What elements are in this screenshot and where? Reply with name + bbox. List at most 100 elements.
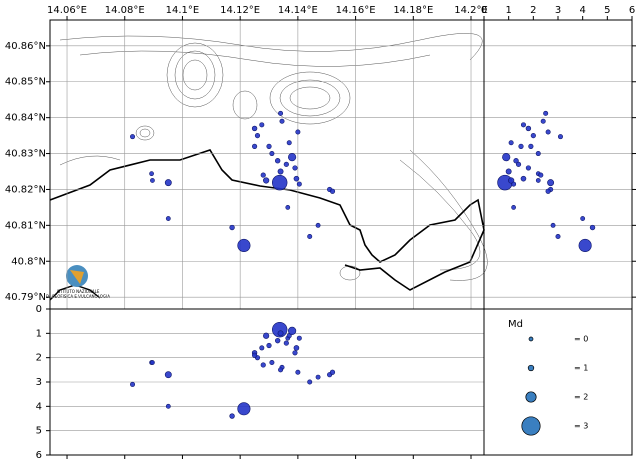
x-tick-label: 14.06°E bbox=[47, 5, 87, 16]
event-lon-depth bbox=[283, 340, 289, 346]
event-depth-lat bbox=[578, 238, 592, 252]
event-map bbox=[130, 134, 136, 140]
event-lon-depth bbox=[130, 381, 136, 387]
legend-marker bbox=[527, 364, 535, 372]
event-depth-lat bbox=[520, 122, 526, 128]
event-depth-lat bbox=[502, 153, 511, 162]
depth-tick-label: 1 bbox=[505, 5, 511, 16]
event-lon-depth bbox=[329, 369, 336, 375]
logo-text: ISTITUTO NAZIONALE bbox=[57, 289, 100, 294]
depth-tick-label: 5 bbox=[36, 426, 42, 437]
depth-tick-label: 2 bbox=[530, 5, 536, 16]
legend-marker bbox=[528, 336, 534, 342]
legend-frame bbox=[483, 308, 633, 456]
event-map bbox=[266, 143, 272, 149]
event-depth-lat bbox=[535, 151, 541, 157]
event-map bbox=[237, 238, 251, 252]
event-lon-depth bbox=[237, 402, 251, 416]
event-map bbox=[165, 216, 171, 221]
x-tick-label: 14.08°E bbox=[105, 5, 145, 16]
legend-marker bbox=[521, 416, 541, 436]
depth-tick-label: 0 bbox=[481, 5, 487, 16]
event-map bbox=[279, 118, 285, 124]
depth-tick-label: 4 bbox=[579, 5, 585, 16]
y-tick-label: 40.81°N bbox=[5, 220, 46, 231]
x-tick-label: 14.12°E bbox=[220, 5, 260, 16]
depth-tick-label: 6 bbox=[36, 450, 42, 461]
event-map bbox=[229, 224, 235, 231]
event-depth-lat bbox=[513, 158, 519, 164]
event-depth-lat bbox=[525, 125, 532, 132]
y-tick-label: 40.86°N bbox=[5, 41, 46, 52]
event-depth-lat bbox=[518, 143, 524, 149]
legend-label: = 2 bbox=[574, 393, 588, 402]
event-lon-depth bbox=[252, 352, 258, 358]
event-map bbox=[286, 140, 292, 146]
event-map bbox=[288, 153, 297, 162]
depth-tick-label: 1 bbox=[36, 328, 42, 339]
event-map bbox=[164, 179, 172, 187]
event-depth-lat bbox=[515, 161, 522, 167]
event-map bbox=[271, 174, 288, 191]
event-lon-depth bbox=[278, 367, 284, 373]
legend-label: = 0 bbox=[574, 335, 588, 344]
event-map bbox=[263, 177, 270, 184]
event-map bbox=[254, 133, 261, 139]
event-lon-depth bbox=[274, 337, 281, 344]
logo: ISTITUTO NAZIONALE DI GEOFISICA E VULCAN… bbox=[46, 265, 110, 299]
event-depth-lat bbox=[528, 143, 534, 149]
event-map bbox=[150, 178, 155, 183]
x-tick-label: 14.18°E bbox=[393, 5, 433, 16]
event-depth-lat bbox=[557, 134, 563, 140]
event-depth-lat bbox=[530, 133, 536, 139]
depth-tick-label: 5 bbox=[604, 5, 610, 16]
event-lon-depth bbox=[266, 342, 272, 349]
contours bbox=[59, 33, 488, 281]
event-depth-lat bbox=[540, 118, 546, 124]
event-depth-lat bbox=[547, 179, 555, 187]
x-tick-label: 14.1°E bbox=[166, 5, 200, 16]
event-map bbox=[329, 188, 336, 194]
event-map bbox=[260, 172, 266, 178]
event-depth-lat bbox=[580, 216, 586, 221]
depth-tick-label: 0 bbox=[36, 304, 42, 315]
logo-mark bbox=[70, 270, 84, 284]
event-map bbox=[295, 129, 301, 135]
y-tick-label: 40.83°N bbox=[5, 149, 46, 160]
depth-tick-label: 3 bbox=[36, 377, 42, 388]
y-tick-label: 40.79°N bbox=[5, 292, 46, 303]
event-lon-depth bbox=[295, 369, 301, 375]
coastline bbox=[49, 149, 485, 291]
y-tick-label: 40.84°N bbox=[5, 113, 46, 124]
event-depth-lat bbox=[545, 188, 551, 194]
event-lon-depth bbox=[165, 403, 171, 409]
event-depth-lat bbox=[535, 178, 541, 183]
grid: 14.06°E 14.08°E 14.1°E 14.12°E 14.14°E 14.16°… bbox=[5, 5, 636, 461]
event-lon-depth bbox=[292, 350, 298, 356]
legend-label: = 3 bbox=[574, 422, 588, 431]
event-map bbox=[259, 122, 265, 128]
event-lon-depth bbox=[277, 330, 284, 337]
event-depth-lat bbox=[525, 165, 531, 171]
y-tick-label: 40.82°N bbox=[5, 184, 46, 195]
event-lon-depth bbox=[288, 326, 297, 336]
event-depth-lat bbox=[555, 233, 561, 239]
event-depth-lat bbox=[511, 205, 516, 210]
event-map bbox=[269, 151, 275, 157]
legend-title: Md bbox=[508, 319, 523, 330]
event-depth-lat bbox=[589, 224, 596, 231]
event-depth-lat bbox=[545, 129, 551, 135]
event-map bbox=[307, 233, 313, 239]
event-map bbox=[292, 165, 298, 171]
event-map bbox=[283, 161, 289, 167]
event-lon-depth bbox=[293, 345, 300, 351]
event-map bbox=[149, 171, 154, 177]
event-lon-depth bbox=[260, 362, 266, 368]
legend-label: = 1 bbox=[574, 364, 588, 373]
event-map bbox=[251, 125, 258, 132]
depth-tick-label: 6 bbox=[629, 5, 635, 16]
event-map bbox=[285, 205, 291, 210]
